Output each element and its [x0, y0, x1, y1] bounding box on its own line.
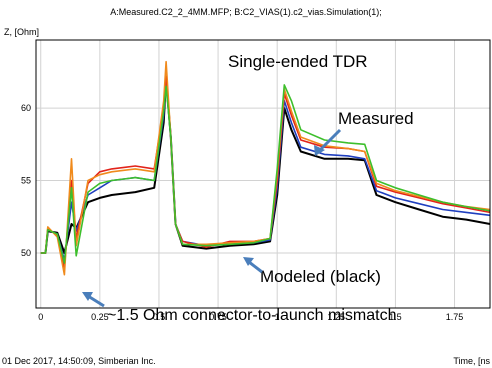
y-axis-label: Z, [Ohm]: [4, 27, 39, 37]
annotation-modeled: Modeled (black): [260, 267, 381, 286]
footer-timestamp: 01 Dec 2017, 14:50:09, Simberian Inc.: [2, 356, 156, 366]
arrow-measured: [318, 128, 342, 152]
x-tick-label: 1.75: [446, 312, 464, 322]
x-axis-label: Time, [ns: [453, 356, 490, 366]
series-line-0: [40, 78, 491, 254]
arrowhead-measured: [314, 145, 325, 156]
series-line-4: [40, 84, 491, 264]
annotation-mismatch: ~1.5 Ohm connector-to-launch mismatch: [107, 307, 396, 324]
arrowhead-mismatch: [82, 292, 93, 301]
x-tick-label: 0.75: [209, 312, 227, 322]
arrow-mismatch: [87, 294, 105, 308]
x-tick-label: 0: [38, 312, 43, 322]
x-tick-label: 0.5: [153, 312, 166, 322]
series-group: [40, 60, 491, 276]
plot-frame: [35, 39, 491, 309]
series-line-1: [40, 81, 491, 262]
y-tick-label: 50: [21, 248, 31, 258]
y-tick-labels: 50 55 60: [21, 103, 31, 258]
x-tick-label: 1.25: [328, 312, 346, 322]
x-tick-label: 1.5: [389, 312, 402, 322]
header-title: A:Measured.C2_2_4MM.MFP; B:C2_VIAS(1).c2…: [110, 7, 382, 17]
x-tick-label: 1: [275, 312, 280, 322]
x-tick-labels: 0 0.25 0.5 0.75 1 1.25 1.5 1.75: [38, 312, 463, 322]
chart-title: Single-ended TDR: [228, 52, 368, 71]
arrow-modeled: [248, 260, 263, 274]
y-tick-label: 60: [21, 103, 31, 113]
annotation-measured: Measured: [338, 109, 414, 128]
y-tick-label: 55: [21, 176, 31, 186]
x-tick-label: 0.25: [91, 312, 109, 322]
arrowhead-modeled: [243, 257, 254, 266]
